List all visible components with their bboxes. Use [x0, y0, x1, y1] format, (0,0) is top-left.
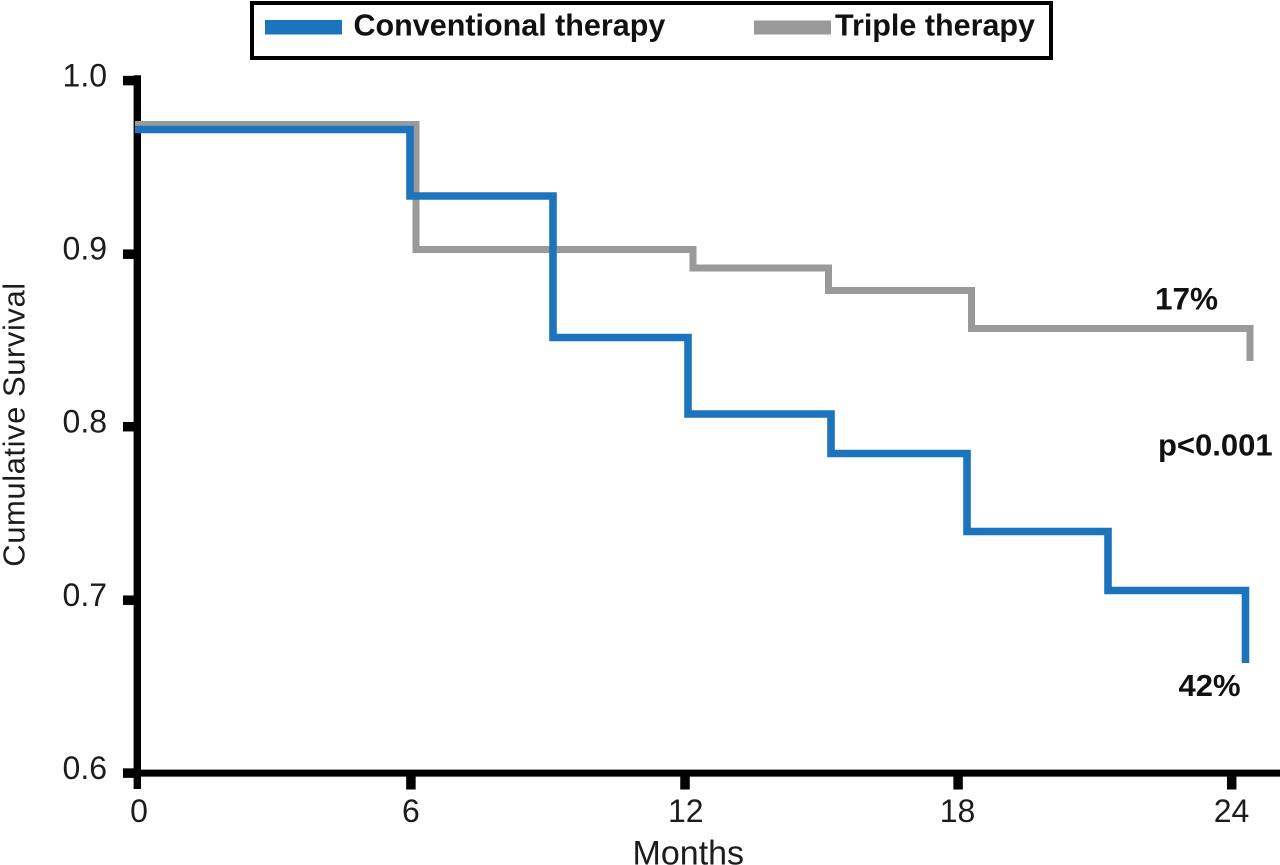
svg-text:0.6: 0.6 — [63, 750, 107, 786]
svg-text:0: 0 — [130, 793, 148, 829]
svg-text:p<0.001: p<0.001 — [1158, 428, 1273, 463]
svg-text:Cumulative Survival: Cumulative Survival — [0, 282, 32, 566]
svg-text:1.0: 1.0 — [63, 57, 107, 93]
svg-text:Conventional therapy: Conventional therapy — [354, 9, 666, 43]
svg-text:0.8: 0.8 — [63, 404, 107, 440]
svg-text:17%: 17% — [1155, 281, 1218, 317]
svg-text:18: 18 — [940, 793, 976, 829]
svg-text:Triple therapy: Triple therapy — [835, 9, 1035, 43]
svg-text:24: 24 — [1214, 793, 1250, 829]
svg-text:6: 6 — [402, 793, 420, 829]
svg-text:0.7: 0.7 — [63, 577, 107, 613]
svg-text:12: 12 — [668, 793, 704, 829]
svg-text:0.9: 0.9 — [63, 231, 107, 267]
svg-text:Months: Months — [633, 835, 745, 865]
svg-text:42%: 42% — [1179, 668, 1241, 703]
